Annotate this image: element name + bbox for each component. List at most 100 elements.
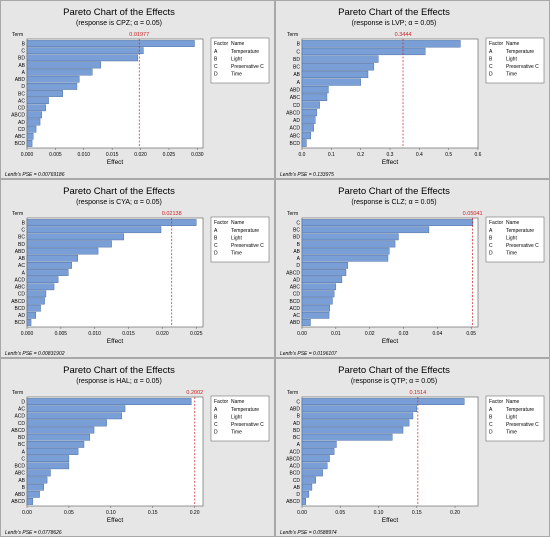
chart-svg: Pareto Chart of the Effects (response is … bbox=[5, 365, 270, 536]
effect-bar bbox=[26, 97, 49, 105]
term-label: D bbox=[296, 492, 300, 498]
legend-name: Preservative C bbox=[231, 243, 264, 249]
legend-name: Temperature bbox=[231, 49, 259, 55]
effect-bar bbox=[26, 247, 99, 255]
effect-bar bbox=[26, 132, 34, 140]
term-label: ACD bbox=[289, 449, 300, 455]
term-label: AD bbox=[18, 120, 25, 126]
term-label: D bbox=[21, 399, 25, 405]
x-tick-label: 0.000 bbox=[21, 331, 34, 337]
term-label: D bbox=[21, 84, 25, 90]
effect-bar bbox=[301, 219, 474, 226]
term-label: AB bbox=[293, 72, 300, 78]
term-label: ABCD bbox=[286, 110, 300, 116]
legend-name: Light bbox=[231, 57, 242, 63]
x-tick-label: 0.00 bbox=[297, 331, 307, 337]
legend-header-name: Name bbox=[231, 399, 245, 405]
legend-factor: A bbox=[489, 407, 493, 413]
legend-factor: C bbox=[214, 243, 218, 249]
term-label: BD bbox=[18, 435, 25, 441]
term-label: AC bbox=[18, 98, 25, 104]
term-label: CD bbox=[293, 292, 301, 298]
effect-bar bbox=[301, 254, 389, 262]
chart-title: Pareto Chart of the Effects bbox=[338, 7, 450, 18]
reference-value-label: 0.01977 bbox=[129, 32, 149, 38]
x-tick-label: 0.5 bbox=[445, 152, 452, 158]
term-label: B bbox=[22, 220, 26, 226]
effect-bar bbox=[301, 304, 330, 312]
y-axis-label: Term bbox=[12, 390, 23, 396]
term-label: AD bbox=[293, 118, 300, 124]
chart-svg: Pareto Chart of the Effects (response is … bbox=[5, 186, 270, 357]
term-label: BC bbox=[18, 442, 25, 448]
reference-value-label: 0.02138 bbox=[162, 211, 182, 217]
effect-bar bbox=[301, 398, 465, 405]
x-tick-label: 0.04 bbox=[433, 331, 443, 337]
term-label: B bbox=[22, 41, 26, 47]
lenth-pse-note: Lenth's PSE = 0.0778626 bbox=[5, 530, 62, 536]
legend-name: Light bbox=[231, 236, 242, 242]
effect-bar bbox=[26, 61, 102, 69]
legend-name: Light bbox=[506, 415, 517, 421]
x-tick-label: 0.2 bbox=[357, 152, 364, 158]
effect-bar bbox=[26, 226, 162, 234]
x-axis-label: Effect bbox=[382, 338, 399, 345]
legend-factor: A bbox=[214, 407, 218, 413]
term-label: AC bbox=[293, 313, 300, 319]
x-axis-label: Effect bbox=[107, 338, 124, 345]
term-label: AC bbox=[18, 263, 25, 269]
legend-box bbox=[485, 395, 545, 442]
legend-name: Time bbox=[231, 72, 242, 78]
effect-bar bbox=[301, 40, 461, 48]
x-tick-label: 0.030 bbox=[191, 152, 204, 158]
effect-bar bbox=[26, 90, 63, 97]
term-label: CD bbox=[293, 478, 301, 484]
term-label: BCD bbox=[14, 306, 25, 312]
legend-factor: B bbox=[214, 57, 218, 63]
legend-name: Time bbox=[231, 430, 242, 436]
legend-name: Preservative C bbox=[506, 64, 539, 70]
lenth-pse-note: Lenth's PSE = 0.00769186 bbox=[5, 172, 65, 178]
term-label: ACD bbox=[14, 414, 25, 420]
legend-header-factor: Factor bbox=[214, 220, 229, 226]
x-tick-label: 0.15 bbox=[148, 510, 158, 516]
term-label: AD bbox=[293, 277, 300, 283]
legend-header-name: Name bbox=[506, 399, 520, 405]
effect-bar bbox=[301, 139, 307, 147]
term-label: BCD bbox=[14, 320, 25, 326]
legend-factor: A bbox=[489, 228, 493, 234]
effect-bar bbox=[26, 290, 47, 298]
lenth-pse-note: Lenth's PSE = 0.0196107 bbox=[280, 351, 337, 357]
term-label: ABD bbox=[15, 77, 26, 83]
effect-bar bbox=[26, 319, 32, 326]
effect-bar bbox=[26, 490, 40, 498]
effect-bar bbox=[301, 455, 330, 463]
term-label: B bbox=[22, 485, 26, 491]
term-label: B bbox=[297, 242, 301, 248]
legend-factor: C bbox=[489, 422, 493, 428]
term-label: BD bbox=[293, 57, 300, 63]
legend-header-factor: Factor bbox=[489, 399, 504, 405]
term-label: ABD bbox=[15, 492, 26, 498]
legend-header-factor: Factor bbox=[214, 399, 229, 405]
pareto-chart-panel: Pareto Chart of the Effects (response is … bbox=[275, 0, 550, 179]
term-label: ACD bbox=[14, 277, 25, 283]
chart-subtitle: (response is HAL; α = 0.05) bbox=[76, 378, 162, 385]
term-label: A bbox=[297, 80, 301, 86]
term-label: AD bbox=[18, 313, 25, 319]
term-label: A bbox=[22, 70, 26, 76]
effect-bar bbox=[301, 448, 335, 455]
legend-factor: B bbox=[214, 415, 218, 421]
legend-factor: D bbox=[214, 251, 218, 257]
effect-bar bbox=[26, 75, 80, 83]
pareto-chart-panel: Pareto Chart of the Effects (response is … bbox=[0, 358, 275, 537]
legend-box bbox=[485, 37, 545, 84]
x-tick-label: 0.3 bbox=[387, 152, 394, 158]
pareto-chart-panel: Pareto Chart of the Effects (response is … bbox=[0, 179, 275, 358]
x-tick-label: 0.05 bbox=[466, 331, 476, 337]
effect-bar bbox=[26, 54, 138, 62]
effect-bar bbox=[26, 82, 78, 90]
term-label: ABC bbox=[15, 285, 26, 291]
legend-name: Preservative C bbox=[231, 64, 264, 70]
x-tick-label: 0.0 bbox=[299, 152, 306, 158]
